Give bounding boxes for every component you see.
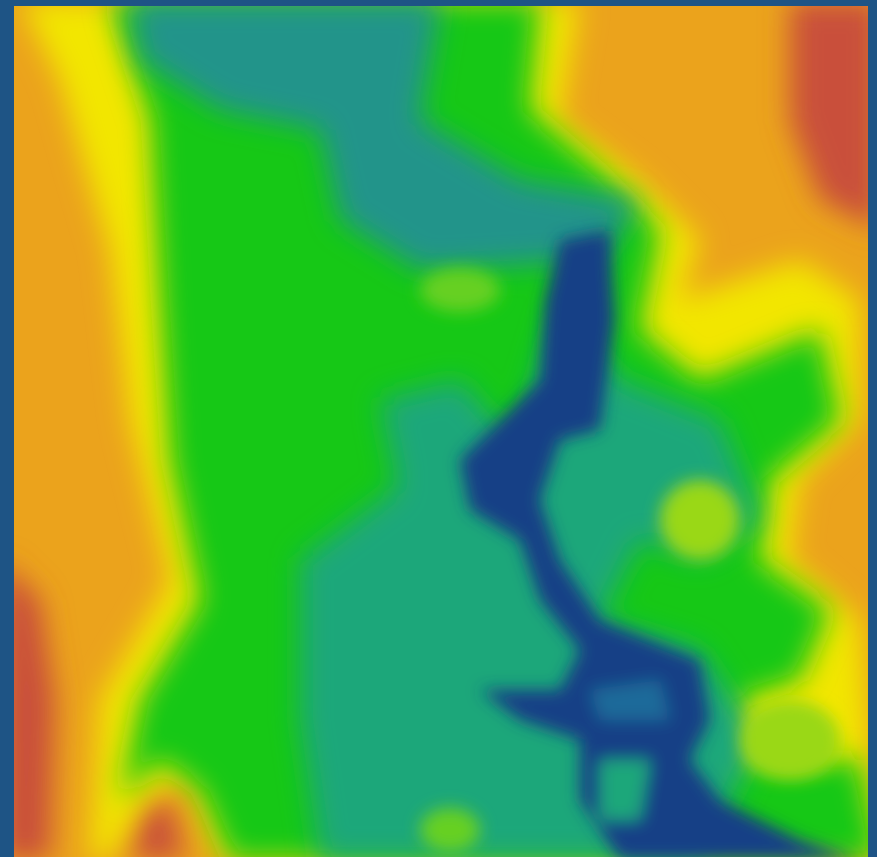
river: [460, 230, 851, 857]
green-spots: [420, 268, 840, 852]
